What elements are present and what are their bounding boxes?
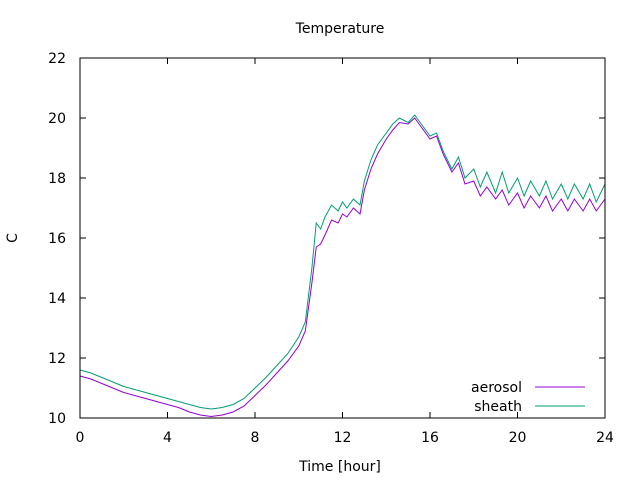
plot-frame [79, 57, 606, 419]
x-tick-label: 12 [334, 430, 352, 446]
x-tick-label: 16 [421, 430, 439, 446]
y-tick-label: 10 [48, 411, 66, 427]
y-tick-label: 20 [48, 111, 66, 127]
chart-title: Temperature [295, 21, 385, 37]
y-tick-label: 12 [48, 351, 66, 367]
x-tick-label: 24 [596, 430, 614, 446]
x-tick-label: 4 [163, 430, 172, 446]
y-tick-label: 16 [48, 231, 66, 247]
axis-ticks [79, 57, 606, 419]
y-axis-label: C [5, 233, 21, 243]
series-line-sheath [79, 114, 606, 410]
y-tick-label: 18 [48, 171, 66, 187]
y-tick-label: 14 [48, 291, 66, 307]
series-line-aerosol [79, 117, 606, 418]
x-tick-label: 20 [509, 430, 527, 446]
tick-labels: 0 4 8 12 16 20 24 10 12 14 16 18 20 22 [48, 51, 614, 446]
legend: aerosol sheath [471, 380, 585, 415]
x-axis-label: Time [hour] [298, 459, 381, 475]
x-tick-label: 8 [251, 430, 260, 446]
legend-label-aerosol: aerosol [471, 380, 522, 396]
x-tick-label: 0 [76, 430, 85, 446]
legend-label-sheath: sheath [474, 399, 522, 415]
series-lines [79, 114, 606, 418]
y-tick-label: 22 [48, 51, 66, 67]
